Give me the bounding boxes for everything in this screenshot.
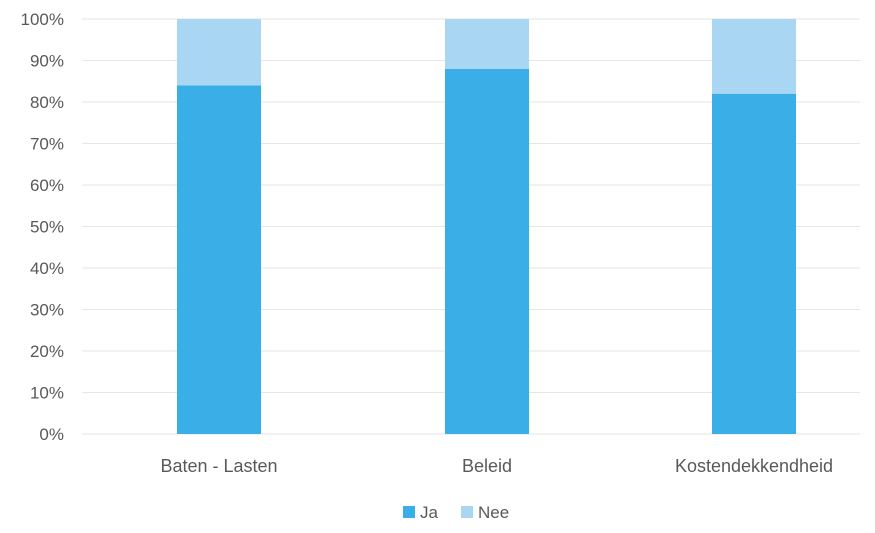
y-tick-label: 90%: [30, 52, 64, 71]
y-axis-tick-labels: 0% 10% 20% 30% 40% 50% 60% 70% 80% 90% 100%: [21, 10, 64, 444]
bar-segment-nee: [445, 19, 529, 69]
y-tick-label: 20%: [30, 342, 64, 361]
y-tick-label: 70%: [30, 135, 64, 154]
x-category-label: Baten - Lasten: [160, 456, 277, 476]
x-category-label: Beleid: [462, 456, 512, 476]
y-tick-label: 80%: [30, 93, 64, 112]
legend-label: Ja: [420, 503, 439, 522]
legend-swatch: [403, 506, 415, 518]
y-tick-label: 10%: [30, 384, 64, 403]
y-tick-label: 100%: [21, 10, 64, 29]
x-category-label: Kostendekkendheid: [675, 456, 833, 476]
y-tick-label: 30%: [30, 301, 64, 320]
bar-segment-ja: [177, 85, 261, 435]
x-axis-category-labels: Baten - Lasten Beleid Kostendekkendheid: [160, 456, 833, 476]
bar-segment-nee: [712, 19, 796, 94]
bar-segment-ja: [445, 68, 529, 435]
bar-segment-nee: [177, 19, 261, 86]
y-tick-label: 60%: [30, 176, 64, 195]
legend-label: Nee: [478, 503, 509, 522]
legend: Ja Nee: [403, 503, 509, 522]
bars: [177, 19, 796, 435]
y-tick-label: 40%: [30, 259, 64, 278]
y-tick-label: 50%: [30, 218, 64, 237]
legend-swatch: [461, 506, 473, 518]
y-tick-label: 0%: [39, 425, 64, 444]
bar-segment-ja: [712, 93, 796, 434]
